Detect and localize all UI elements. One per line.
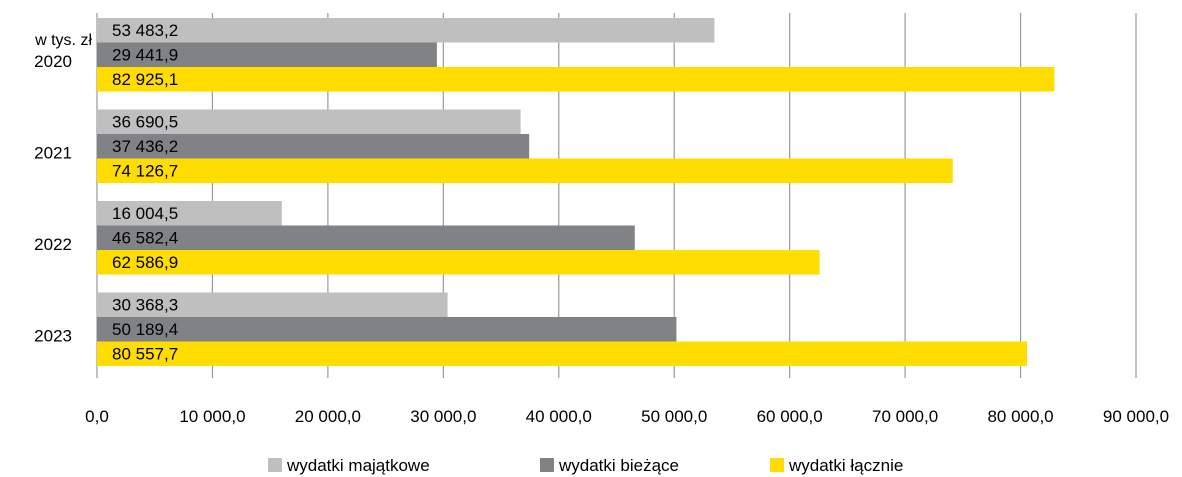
x-tick-label: 80 000,0 xyxy=(987,407,1053,426)
x-tick-label: 90 000,0 xyxy=(1103,407,1169,426)
data-label: 29 441,9 xyxy=(112,46,178,65)
legend: wydatki majątkowe wydatki bieżące wydatki … xyxy=(268,456,903,475)
bar xyxy=(97,250,820,275)
x-tick-label: 50 000,0 xyxy=(641,407,707,426)
bar xyxy=(97,341,1027,366)
bar xyxy=(97,292,448,317)
data-label: 80 557,7 xyxy=(112,345,178,364)
bar xyxy=(97,18,715,43)
bar xyxy=(97,67,1055,92)
legend-label: wydatki łącznie xyxy=(788,456,903,475)
data-label: 82 925,1 xyxy=(112,70,178,89)
legend-swatch xyxy=(770,458,784,472)
x-tick-label: 20 000,0 xyxy=(295,407,361,426)
bar xyxy=(97,225,635,250)
category-labels: 2020 2021 2022 2023 xyxy=(34,52,72,346)
bar xyxy=(97,42,437,67)
x-tick-label: 10 000,0 xyxy=(179,407,245,426)
data-label: 74 126,7 xyxy=(112,162,178,181)
data-label: 50 189,4 xyxy=(112,320,178,339)
category-label: 2020 xyxy=(34,52,72,71)
legend-swatch xyxy=(540,458,554,472)
legend-label: wydatki bieżące xyxy=(558,456,679,475)
x-tick-label: 60 000,0 xyxy=(757,407,823,426)
legend-swatch xyxy=(268,458,282,472)
data-label: 36 690,5 xyxy=(112,113,178,132)
data-label: 16 004,5 xyxy=(112,204,178,223)
category-label: 2022 xyxy=(34,235,72,254)
unit-label: w tys. zł xyxy=(34,32,92,49)
bar xyxy=(97,134,530,159)
data-label: 30 368,3 xyxy=(112,296,178,315)
x-tick-label: 0,0 xyxy=(85,407,109,426)
legend-label: wydatki majątkowe xyxy=(286,456,430,475)
x-tick-label: 30 000,0 xyxy=(410,407,476,426)
data-label: 46 582,4 xyxy=(112,229,178,248)
x-axis-tick-labels: 0,0 10 000,0 20 000,0 30 000,0 40 000,0 50 00… xyxy=(85,407,1169,426)
data-label: 37 436,2 xyxy=(112,137,178,156)
data-label: 53 483,2 xyxy=(112,21,178,40)
x-tick-label: 40 000,0 xyxy=(526,407,592,426)
data-label: 62 586,9 xyxy=(112,253,178,272)
data-labels: 53 483,2 29 441,9 82 925,1 36 690,5 37 436,2… xyxy=(112,21,178,364)
bar xyxy=(97,109,521,134)
bar xyxy=(97,158,953,183)
bar xyxy=(97,317,677,342)
category-label: 2023 xyxy=(34,326,72,345)
category-label: 2021 xyxy=(34,143,72,162)
x-tick-label: 70 000,0 xyxy=(872,407,938,426)
bar xyxy=(97,201,282,226)
bars xyxy=(97,18,1055,366)
